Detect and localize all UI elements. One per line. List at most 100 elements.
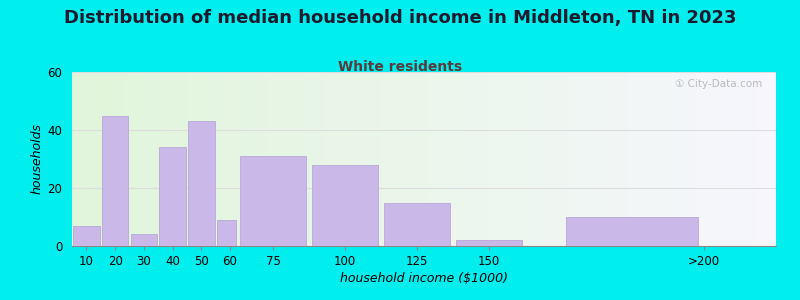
Bar <box>720 72 723 246</box>
Bar <box>414 72 417 246</box>
Bar <box>470 72 474 246</box>
Bar <box>656 72 660 246</box>
Bar <box>509 72 512 246</box>
Bar <box>748 72 751 246</box>
Bar <box>681 72 685 246</box>
Bar <box>646 72 650 246</box>
Bar <box>762 72 766 246</box>
Bar <box>709 72 713 246</box>
Bar <box>618 72 621 246</box>
Bar <box>466 72 470 246</box>
Bar <box>216 72 220 246</box>
Bar <box>192 72 195 246</box>
Bar <box>738 72 741 246</box>
Bar <box>522 72 526 246</box>
Bar <box>97 72 100 246</box>
Bar <box>769 72 773 246</box>
Bar <box>86 72 90 246</box>
Bar <box>286 72 290 246</box>
Bar <box>240 156 306 246</box>
Bar <box>329 72 333 246</box>
Bar <box>741 72 744 246</box>
Bar <box>590 72 593 246</box>
Bar <box>255 72 258 246</box>
Bar <box>530 72 533 246</box>
Bar <box>519 72 522 246</box>
Bar <box>159 147 186 246</box>
Bar <box>346 72 350 246</box>
Bar <box>744 72 748 246</box>
Text: ① City-Data.com: ① City-Data.com <box>674 79 762 89</box>
Bar <box>403 72 406 246</box>
Bar <box>283 72 286 246</box>
Bar <box>660 72 663 246</box>
Bar <box>625 72 628 246</box>
Bar <box>653 72 656 246</box>
Bar <box>269 72 273 246</box>
Bar <box>537 72 540 246</box>
Bar <box>304 72 308 246</box>
Bar <box>142 72 146 246</box>
Bar <box>374 72 378 246</box>
Bar <box>579 72 582 246</box>
Bar <box>758 72 762 246</box>
Bar <box>198 72 202 246</box>
Bar <box>667 72 670 246</box>
Bar <box>456 240 522 246</box>
Bar <box>234 72 238 246</box>
Bar <box>635 72 638 246</box>
Bar <box>410 72 414 246</box>
Bar <box>290 72 294 246</box>
Bar <box>75 72 79 246</box>
Bar <box>245 72 248 246</box>
Bar <box>386 72 389 246</box>
Bar <box>533 72 537 246</box>
Bar <box>734 72 738 246</box>
Bar <box>82 72 86 246</box>
Bar <box>206 72 210 246</box>
Bar <box>568 72 572 246</box>
Bar <box>315 72 318 246</box>
Bar <box>572 72 575 246</box>
Bar <box>72 72 75 246</box>
Bar <box>494 72 498 246</box>
Bar <box>396 72 399 246</box>
Bar <box>515 72 519 246</box>
Bar <box>382 72 386 246</box>
Bar <box>593 72 597 246</box>
Bar <box>547 72 550 246</box>
Bar <box>104 72 107 246</box>
Bar <box>445 72 449 246</box>
Bar <box>371 72 374 246</box>
Bar <box>726 72 730 246</box>
X-axis label: household income ($1000): household income ($1000) <box>340 272 508 285</box>
Bar <box>730 72 734 246</box>
Bar <box>185 72 188 246</box>
Bar <box>484 72 487 246</box>
Bar <box>167 72 170 246</box>
Bar <box>181 72 185 246</box>
Bar <box>562 72 565 246</box>
Bar <box>650 72 653 246</box>
Bar <box>597 72 600 246</box>
Bar <box>526 72 530 246</box>
Bar <box>294 72 298 246</box>
Bar <box>378 72 382 246</box>
Bar <box>258 72 262 246</box>
Bar <box>614 72 618 246</box>
Bar <box>73 226 99 246</box>
Bar <box>674 72 678 246</box>
Bar <box>755 72 758 246</box>
Bar <box>160 72 163 246</box>
Bar <box>170 72 174 246</box>
Bar <box>266 72 269 246</box>
Bar <box>691 72 695 246</box>
Bar <box>706 72 709 246</box>
Bar <box>456 72 459 246</box>
Bar <box>336 72 339 246</box>
Bar <box>251 72 255 246</box>
Bar <box>442 72 445 246</box>
Bar <box>93 72 97 246</box>
Bar <box>343 72 346 246</box>
Bar <box>632 72 635 246</box>
